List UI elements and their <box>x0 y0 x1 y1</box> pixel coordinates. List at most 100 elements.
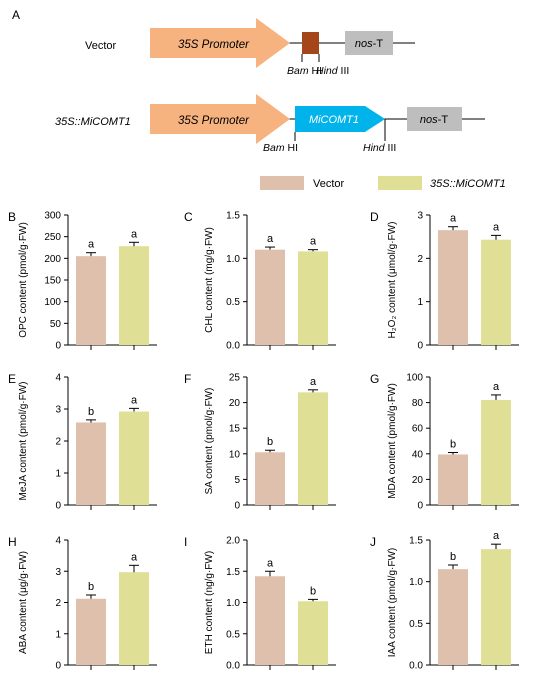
significance-letter: a <box>88 239 95 251</box>
y-tick-label: 150 <box>44 276 61 287</box>
significance-letter: b <box>88 581 94 593</box>
bar-vector <box>255 452 285 505</box>
bar-vector <box>76 598 106 665</box>
y-axis-label: ETH content (ng/g·FW) <box>204 551 215 654</box>
y-tick-label: 2 <box>55 598 61 609</box>
bar-vector <box>255 249 285 345</box>
y-tick-label: 3 <box>55 567 61 578</box>
y-axis-label: ABA content (μg/g·FW) <box>18 551 29 654</box>
y-tick-label: 100 <box>44 297 61 308</box>
y-axis-label: MeJA content (pmol/g·FW) <box>18 382 29 501</box>
significance-letter: a <box>131 551 138 563</box>
y-tick-label: 0 <box>55 501 61 512</box>
chart-panel-j: J 0.0 0.5 1.0 1.5 IAA content (pmol/g·FW) b a <box>370 530 519 672</box>
bar-micomt1 <box>298 251 328 345</box>
y-axis-label: OPC content (pmol/g·FW) <box>18 222 29 338</box>
y-tick-label: 1.0 <box>226 598 240 609</box>
bar-micomt1 <box>481 239 511 345</box>
vector-promoter-label: 35S Promoter <box>178 39 250 51</box>
y-tick-label: 4 <box>55 536 61 547</box>
y-tick-label: 0.0 <box>409 661 423 672</box>
panel-letter-c: C <box>184 210 193 224</box>
y-axis-label: IAA content (pmol/g·FW) <box>387 548 398 657</box>
y-tick-label: 10 <box>229 449 241 460</box>
y-tick-label: 200 <box>44 254 61 265</box>
y-tick-label: 1 <box>55 629 61 640</box>
y-tick-label: 1.0 <box>409 577 423 588</box>
overexpression-construct: 35S::MiCOMT1 35S Promoter MiCOMT1 Bam HI… <box>55 94 485 154</box>
panel-a: A Vector 35S Promoter Bam HI Hind III no… <box>12 8 485 154</box>
y-tick-label: 15 <box>229 424 241 435</box>
y-tick-label: 40 <box>412 449 424 460</box>
chart-panel-c: C 0.0 0.5 1.0 1.5 CHL content (mg/g·FW) a a <box>184 210 336 352</box>
construct-terminator-label: nos-T <box>420 114 448 126</box>
y-tick-label: 4 <box>55 373 61 384</box>
y-tick-label: 0 <box>417 341 423 352</box>
bamhi-label-construct: Bam HI <box>263 142 298 154</box>
y-tick-label: 3 <box>55 405 61 416</box>
construct-label: 35S::MiCOMT1 <box>55 116 131 128</box>
significance-letter: a <box>493 221 500 233</box>
chart-panel-i: I 0.0 0.5 1.0 1.5 2.0 ETH content (ng/g·FW) a b <box>184 535 336 672</box>
y-tick-label: 250 <box>44 232 61 243</box>
legend-swatch-micomt1 <box>378 176 422 190</box>
y-axis-label: MDA content (pmol/g·FW) <box>387 383 398 499</box>
y-tick-label: 60 <box>412 424 424 435</box>
significance-letter: b <box>310 585 316 597</box>
y-tick-label: 2 <box>417 254 423 265</box>
y-tick-label: 0.0 <box>226 661 240 672</box>
significance-letter: a <box>131 394 138 406</box>
bar-vector <box>76 256 106 345</box>
bar-vector <box>76 422 106 505</box>
hindiii-label-vector: Hind III <box>316 65 349 77</box>
panel-letter-d: D <box>370 210 379 224</box>
bar-vector <box>438 230 468 345</box>
y-tick-label: 5 <box>234 475 240 486</box>
y-tick-label: 0 <box>55 341 61 352</box>
panel-letter-h: H <box>8 535 17 549</box>
y-tick-label: 20 <box>229 398 241 409</box>
chart-panel-e: E 0 1 2 3 4 MeJA content (pmol/g·FW) b a <box>8 372 157 512</box>
significance-letter: b <box>267 436 273 448</box>
bar-micomt1 <box>481 549 511 665</box>
significance-letter: a <box>267 233 274 245</box>
y-tick-label: 80 <box>412 398 424 409</box>
y-tick-label: 3 <box>417 211 423 222</box>
y-tick-label: 25 <box>229 373 241 384</box>
chart-panel-h: H 0 1 2 3 4 ABA content (μg/g·FW) b a <box>8 535 157 672</box>
bar-vector <box>438 454 468 505</box>
vector-construct: Vector 35S Promoter Bam HI Hind III nos-… <box>85 18 415 77</box>
y-tick-label: 20 <box>412 475 424 486</box>
chart-panel-b: B 0 50 100 150 200 250 300 OPC content (pmol/g·F… <box>8 210 157 352</box>
bamhi-label-vector: Bam HI <box>287 65 322 77</box>
panel-letter-e: E <box>8 372 16 386</box>
y-tick-label: 300 <box>44 211 61 222</box>
significance-letter: a <box>310 236 317 248</box>
vector-label: Vector <box>85 40 117 52</box>
bar-micomt1 <box>298 392 328 505</box>
y-tick-label: 0.0 <box>226 341 240 352</box>
significance-letter: b <box>88 406 94 418</box>
vector-mcs-insert <box>302 32 319 54</box>
panel-letter-b: B <box>8 210 16 224</box>
y-tick-label: 0.5 <box>409 619 423 630</box>
significance-letter: a <box>131 228 138 240</box>
significance-letter: a <box>267 557 274 569</box>
panel-letter-j: J <box>370 535 376 549</box>
bar-micomt1 <box>119 411 149 505</box>
y-tick-label: 0 <box>417 501 423 512</box>
vector-terminator-label: nos-T <box>355 38 383 50</box>
vector-promoter-arrow <box>150 18 290 68</box>
construct-promoter-arrow <box>150 94 290 144</box>
y-tick-label: 1 <box>417 297 423 308</box>
panel-letter-f: F <box>184 372 191 386</box>
chart-panel-d: D 0 1 2 3 H₂O₂ content (μmol/g·FW) a a <box>370 210 519 352</box>
significance-letter: a <box>310 376 317 388</box>
legend-swatch-vector <box>260 176 304 190</box>
gene-label: MiCOMT1 <box>309 114 359 126</box>
y-tick-label: 0.5 <box>226 629 240 640</box>
vector-terminator-box <box>345 31 393 55</box>
y-tick-label: 0.5 <box>226 297 240 308</box>
